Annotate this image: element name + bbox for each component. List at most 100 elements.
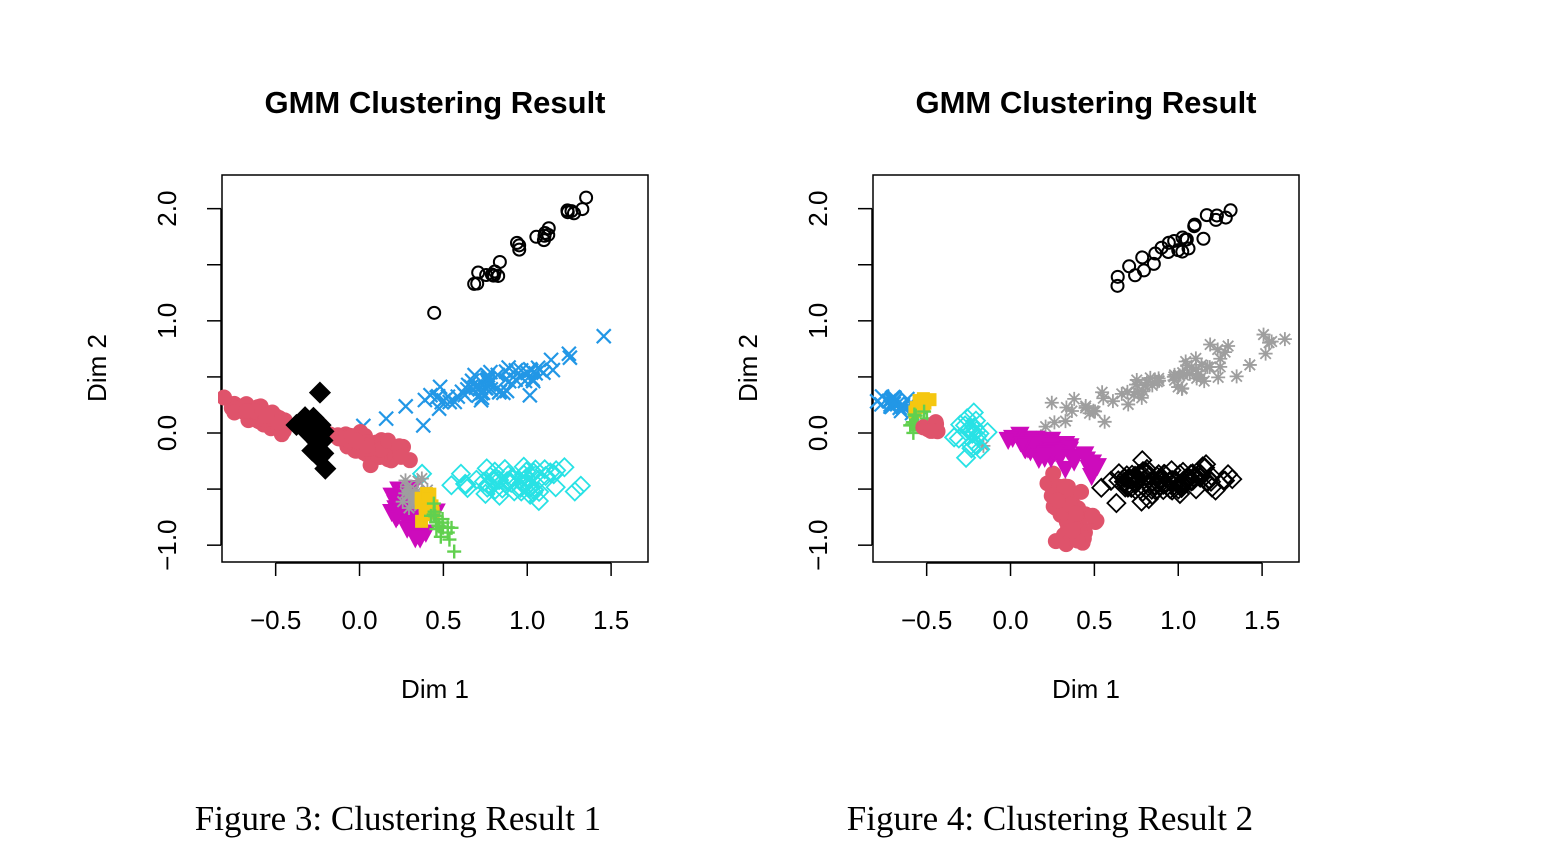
data-point (512, 242, 527, 257)
x-axis-label: Dim 1 (401, 674, 469, 704)
data-point (1096, 391, 1111, 406)
data-point (1218, 210, 1233, 225)
data-point (1105, 394, 1120, 409)
data-point (948, 428, 970, 449)
data-point (1121, 397, 1136, 412)
data-point (511, 472, 533, 494)
x-tick-label: −0.5 (901, 605, 952, 635)
data-point (1209, 208, 1224, 223)
x-tick-label: 0.0 (341, 605, 377, 635)
data-point (545, 460, 567, 481)
data-point (472, 379, 489, 396)
y-axis-label: Dim 2 (82, 334, 112, 402)
data-point (492, 254, 507, 269)
chart-panel-1: GMM Clustering Result −0.5 0.0 0.5 1.0 1.5 −… (82, 85, 649, 838)
data-point (922, 422, 939, 439)
x-tick-label: −0.5 (250, 605, 301, 635)
data-point (1136, 384, 1151, 399)
data-point (535, 465, 556, 487)
data-point (1141, 479, 1162, 501)
data-point (1044, 395, 1059, 410)
data-point (218, 389, 233, 406)
data-point (238, 403, 255, 420)
data-point (479, 268, 494, 283)
data-point (1091, 477, 1112, 499)
point-layer (218, 190, 612, 559)
data-point (1067, 391, 1082, 406)
y-tick-label: 2.0 (152, 191, 182, 227)
data-point (382, 487, 402, 506)
x-axis: −0.5 0.0 0.5 1.0 1.5 (250, 562, 629, 635)
data-point (1242, 357, 1257, 372)
data-point (433, 529, 448, 544)
y-axis: −1.0 0.0 1.0 2.0 (803, 191, 873, 571)
data-point (1264, 334, 1279, 349)
data-point (1045, 465, 1062, 482)
data-point (1277, 332, 1292, 347)
data-point (1182, 366, 1197, 381)
data-point (378, 410, 394, 427)
data-point (564, 481, 586, 502)
data-point (447, 544, 462, 559)
data-point (1175, 381, 1190, 396)
data-point (1095, 385, 1110, 400)
data-point (525, 459, 546, 480)
data-point (562, 349, 578, 366)
data-point (1175, 365, 1190, 380)
data-point (482, 470, 504, 491)
chart-title: GMM Clustering Result (264, 85, 605, 120)
data-point (455, 474, 477, 495)
data-point (554, 456, 575, 478)
data-point (523, 462, 544, 483)
data-point (1078, 400, 1093, 415)
data-point (401, 500, 416, 515)
data-point (1082, 454, 1103, 473)
data-point (1058, 414, 1073, 429)
data-point (1181, 241, 1196, 256)
data-point (1171, 380, 1186, 395)
x-tick-label: 0.5 (1076, 605, 1112, 635)
data-point (1188, 351, 1203, 366)
data-point (1211, 370, 1226, 385)
y-axis-label: Dim 2 (733, 334, 763, 402)
data-point (1129, 372, 1144, 387)
data-point (1175, 230, 1190, 245)
data-point (1059, 400, 1074, 415)
data-point (285, 413, 308, 437)
data-point (410, 530, 430, 549)
data-point (393, 448, 410, 465)
data-point (1114, 386, 1129, 401)
data-point (1161, 235, 1176, 250)
data-point (270, 414, 287, 431)
data-point (566, 206, 581, 221)
data-point (1213, 351, 1228, 366)
scatter-points (218, 190, 612, 559)
data-point (891, 400, 908, 416)
data-point (1196, 472, 1218, 493)
data-point (1223, 203, 1238, 218)
data-point (1064, 522, 1081, 539)
data-point (595, 328, 612, 344)
x-tick-label: 0.5 (425, 605, 461, 635)
data-point (302, 406, 325, 429)
y-axis: −1.0 0.0 1.0 2.0 (152, 191, 222, 571)
data-point (1064, 403, 1079, 418)
data-point (1167, 373, 1182, 388)
data-point (579, 190, 594, 205)
data-point (1124, 467, 1146, 488)
y-tick-label: 0.0 (152, 415, 182, 451)
data-point (977, 421, 998, 443)
data-point (395, 494, 410, 509)
data-point (575, 202, 590, 217)
plot-frame (221, 174, 649, 563)
data-point (960, 434, 982, 456)
data-point (1122, 259, 1137, 274)
data-point (1182, 463, 1203, 484)
data-point (545, 362, 561, 378)
data-point (442, 532, 457, 547)
data-point (421, 491, 435, 505)
data-point (1035, 445, 1056, 464)
data-point (1203, 337, 1218, 352)
data-point (306, 431, 329, 454)
